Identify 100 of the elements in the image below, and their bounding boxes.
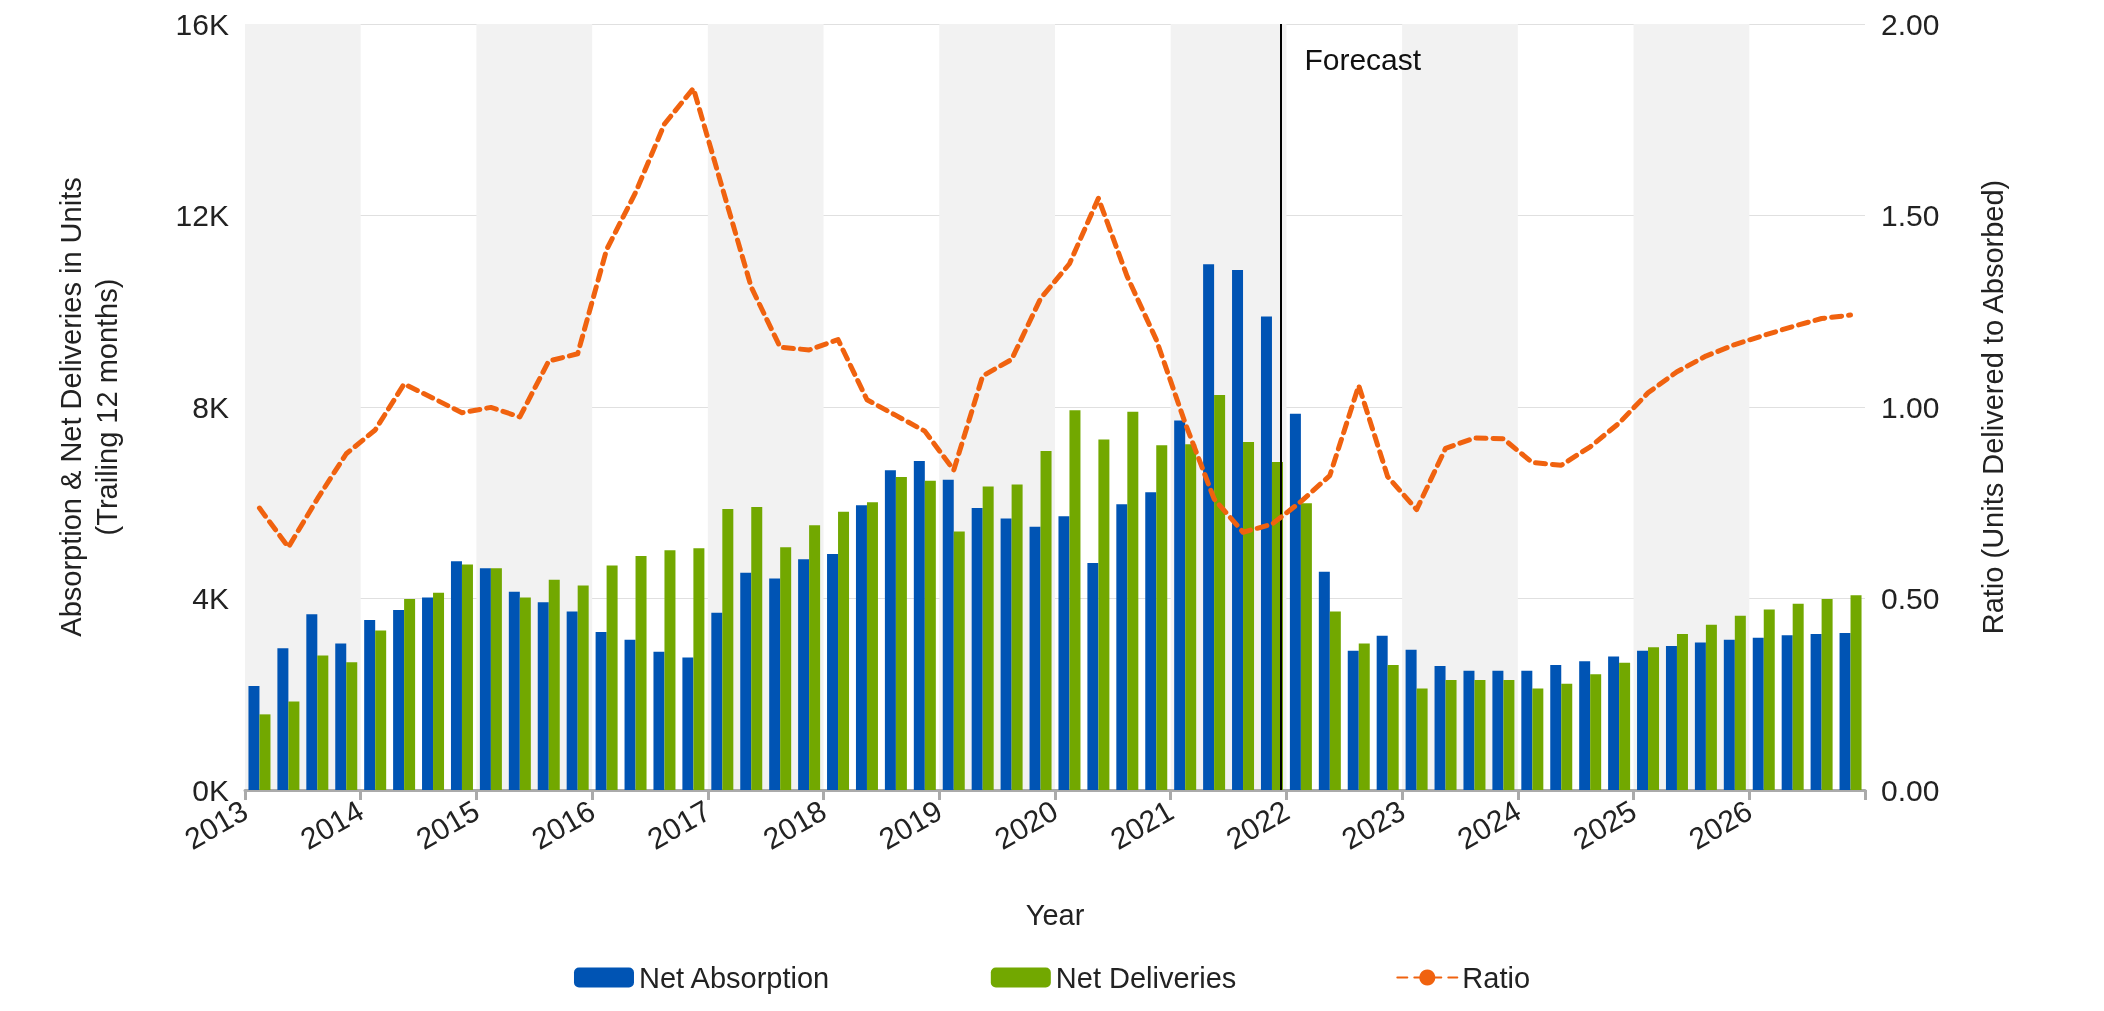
bar (277, 648, 289, 790)
x-tick-label: 2023 (1336, 793, 1411, 856)
bar (1734, 615, 1746, 790)
bar (635, 555, 647, 790)
bar (1752, 637, 1764, 790)
bar (1174, 420, 1186, 790)
bar (1358, 643, 1370, 790)
bar (798, 559, 810, 790)
x-tick-label: 2016 (526, 793, 601, 856)
bar (751, 507, 763, 790)
bar (1676, 633, 1688, 790)
bar (1694, 642, 1706, 790)
bar (780, 547, 792, 790)
bar (537, 602, 549, 790)
bar (1781, 635, 1793, 790)
bar (1029, 526, 1041, 790)
bar (624, 639, 636, 790)
bar (1214, 395, 1226, 790)
bar (1011, 484, 1023, 790)
legend-label: Net Absorption (638, 961, 830, 994)
bar (1550, 665, 1562, 790)
bar (1445, 679, 1457, 790)
bar (1850, 595, 1862, 790)
y2-tick-label: 0.50 (1881, 582, 1940, 615)
bar (1492, 670, 1504, 790)
bar (317, 655, 329, 790)
x-tick-label: 2015 (410, 793, 485, 856)
y2-tick-label: 0.00 (1881, 773, 1940, 807)
y2-tick-label: 1.50 (1881, 199, 1940, 232)
bar (519, 597, 531, 790)
bar (1839, 632, 1851, 790)
bar (682, 657, 694, 790)
bar (1347, 650, 1359, 790)
bar (508, 591, 520, 790)
bar (1185, 444, 1197, 790)
bar (1300, 503, 1312, 790)
bar (1619, 662, 1631, 790)
y-tick-label: 16K (175, 7, 229, 41)
bar (838, 511, 850, 790)
bar (335, 643, 347, 790)
y-tick-label: 12K (175, 199, 229, 232)
bar (1579, 661, 1591, 790)
bar (895, 476, 907, 790)
bar (884, 470, 896, 790)
bar (450, 561, 462, 790)
bar (1521, 670, 1533, 790)
x-tick-label: 2017 (641, 793, 717, 856)
bar (595, 632, 607, 790)
x-tick-label: 2014 (294, 793, 369, 856)
y2-axis-title: Ratio (Units Delivered to Absorbed) (1977, 179, 2009, 635)
x-tick-label: 2024 (1451, 793, 1527, 856)
bar (606, 565, 618, 790)
bar (375, 630, 387, 790)
bar (827, 553, 839, 790)
bar (1387, 665, 1399, 790)
x-tick-label: 2020 (988, 793, 1064, 856)
bar (809, 525, 821, 790)
bar (1590, 674, 1602, 790)
bar (1405, 649, 1417, 790)
bar (1434, 666, 1446, 790)
bar (288, 701, 300, 790)
bar (1156, 445, 1168, 790)
bar (1637, 650, 1649, 790)
bar (1116, 504, 1128, 790)
bar (1792, 603, 1804, 790)
bar (855, 505, 867, 790)
bar (924, 480, 936, 790)
bar (1000, 518, 1012, 790)
bar (422, 597, 434, 790)
bar (404, 598, 416, 790)
y-tick-label: 8K (192, 390, 229, 424)
bar (1243, 441, 1255, 790)
bar (248, 686, 260, 790)
bar (346, 662, 358, 790)
x-tick-label: 2021 (1104, 793, 1179, 856)
bar (1416, 688, 1428, 790)
y-tick-label: 0K (192, 773, 229, 807)
ref-line-label: Forecast (1304, 42, 1422, 76)
bar (479, 568, 491, 790)
bar (1608, 656, 1620, 790)
bar (1376, 635, 1388, 790)
legend-label: Ratio (1462, 961, 1531, 994)
bar (1474, 679, 1486, 790)
bar (711, 612, 723, 790)
bar (1705, 624, 1717, 790)
bar (769, 578, 781, 790)
bar (1665, 645, 1677, 790)
bar (548, 579, 560, 790)
x-axis-title: Year (1025, 898, 1085, 931)
bar (577, 585, 589, 790)
bar (433, 592, 445, 790)
bar (1821, 598, 1833, 790)
bar (1087, 563, 1099, 790)
bar (1503, 679, 1515, 790)
bar (1763, 609, 1775, 790)
bar (1561, 683, 1573, 790)
bar (1098, 439, 1110, 790)
bar (1145, 492, 1157, 790)
bar (1329, 611, 1341, 790)
bar (1069, 410, 1081, 790)
